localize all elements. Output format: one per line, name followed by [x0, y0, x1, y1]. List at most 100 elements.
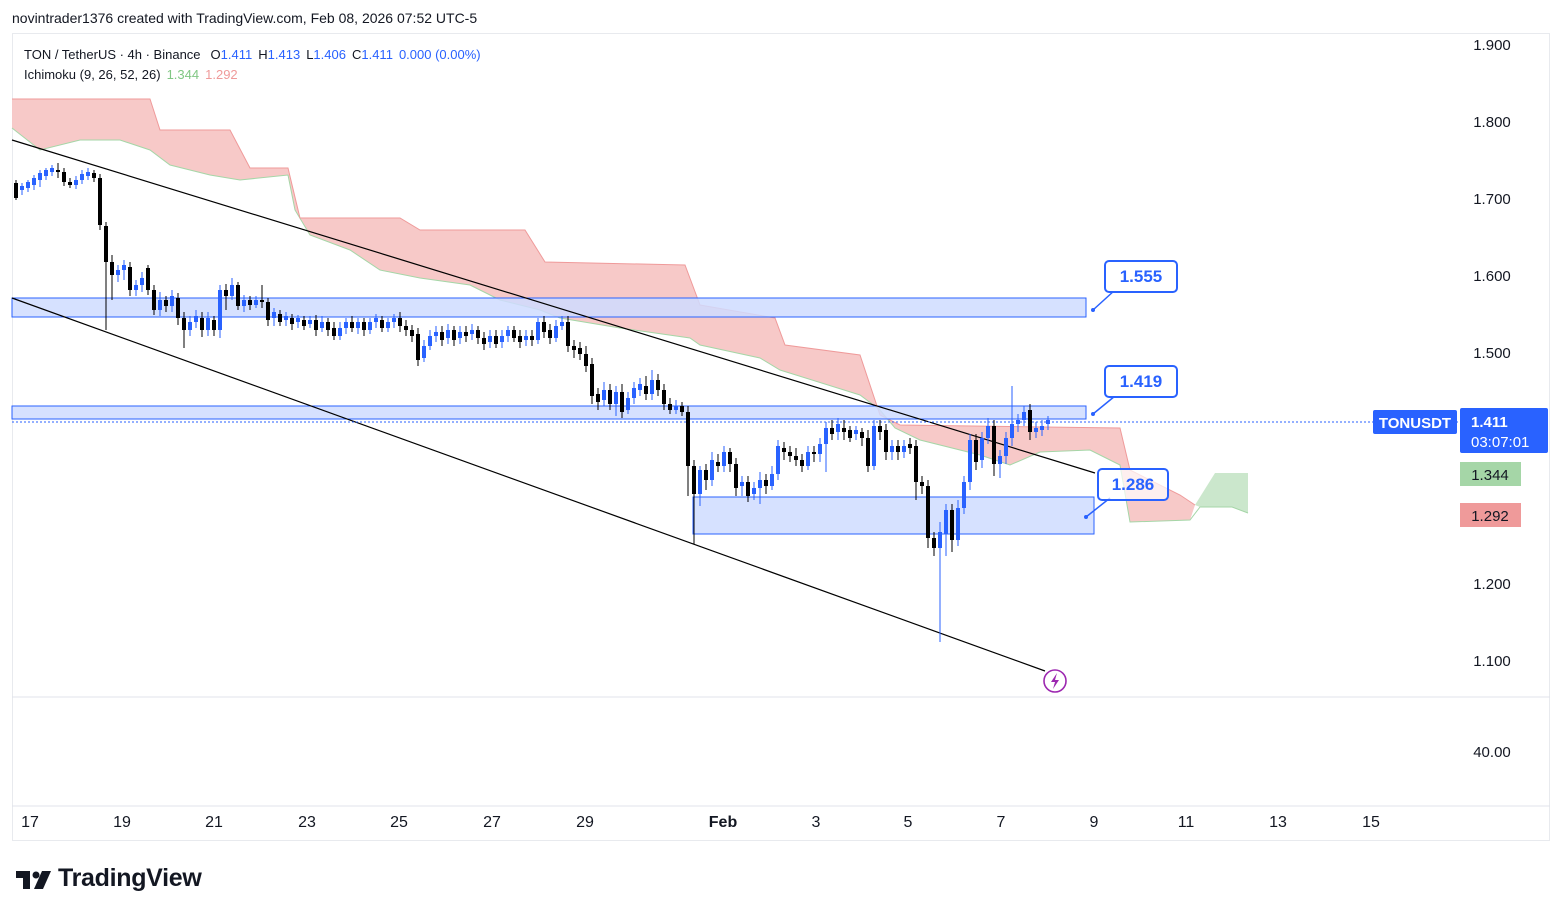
lightning-event-icon[interactable] [1043, 669, 1067, 693]
close-field: C1.411 [352, 45, 393, 65]
low-value: 1.406 [313, 47, 346, 62]
candle-body [50, 168, 54, 172]
candle-body [866, 438, 870, 466]
candle-body [212, 320, 216, 330]
callout-box [1104, 365, 1178, 398]
candle-body [326, 322, 330, 330]
candle-body [848, 430, 852, 438]
time-axis-label: 25 [390, 814, 408, 831]
candle-body [398, 318, 402, 326]
candle-body [704, 470, 708, 480]
time-axis-label: 15 [1362, 814, 1380, 831]
candle-body [554, 326, 558, 338]
lower-pane-axis-label: 40.00 [1473, 744, 1511, 761]
candle-body [626, 398, 630, 410]
candle-body [746, 482, 750, 496]
candle-body [884, 430, 888, 452]
time-axis-label: 17 [21, 814, 39, 831]
candle-body [962, 482, 966, 508]
candle-body [56, 170, 60, 172]
symbol-price-tag[interactable]: TONUSDT 1.411 03:07:01 [1373, 408, 1548, 453]
candle-body [500, 336, 504, 342]
candle-body [752, 488, 756, 494]
candle-body [536, 322, 540, 340]
close-label: C [351, 47, 362, 62]
candle-body [656, 380, 660, 390]
candle-body [644, 386, 648, 394]
candle-body [806, 452, 810, 466]
candle-body [302, 320, 306, 326]
candle-body [470, 330, 474, 334]
candle-body [524, 336, 528, 340]
open-field: O1.411 [211, 45, 253, 65]
candle-body [440, 332, 444, 340]
candle-body [428, 336, 432, 346]
candle-body [182, 318, 186, 330]
candle-body [680, 406, 684, 412]
chart-caption: novintrader1376 created with TradingView… [12, 10, 478, 26]
candle-body [548, 330, 552, 338]
candle-body [86, 172, 90, 176]
candle-body [878, 426, 882, 432]
candle-body [290, 318, 294, 324]
candle-body [764, 480, 768, 486]
price-tag-bg [1460, 408, 1548, 453]
candle-body [578, 348, 582, 354]
candle-body [38, 173, 42, 180]
candle-body [152, 290, 156, 310]
chart-frame [12, 33, 1550, 841]
open-label: O [210, 47, 221, 62]
candle-body [638, 384, 642, 390]
candle-body [728, 452, 732, 464]
zone-1286[interactable] [692, 496, 1095, 535]
cloud-tag-span-a: 1.344 [1460, 462, 1521, 486]
callout-label: 1.555 [1120, 267, 1163, 286]
candle-body [890, 446, 894, 452]
callout-anchor [1091, 308, 1095, 312]
candle-body [62, 172, 66, 182]
candle-body [908, 444, 912, 448]
high-field: H1.413 [258, 45, 300, 65]
candle-body [272, 312, 276, 318]
callout-1555[interactable]: 1.555 [1091, 260, 1178, 312]
candle-body [530, 336, 534, 340]
callout-1419[interactable]: 1.419 [1091, 365, 1178, 416]
zone-1419[interactable] [11, 405, 1087, 420]
candle-body [464, 332, 468, 336]
candle-body [686, 412, 690, 466]
candle-body [80, 174, 84, 180]
price-axis-label: 1.100 [1473, 653, 1511, 670]
candle-body [1010, 424, 1014, 438]
candle-body [788, 452, 792, 456]
callout-1286[interactable]: 1.286 [1084, 468, 1169, 519]
candle-body [242, 300, 246, 306]
indicator-name[interactable]: Ichimoku (9, 26, 52, 26) [24, 67, 161, 82]
trendline-upper[interactable] [11, 139, 1096, 474]
time-axis-label: 29 [576, 814, 594, 831]
candle-body [692, 466, 696, 494]
trendline-lower[interactable] [11, 297, 1046, 672]
candle-body [68, 182, 72, 185]
open-value: 1.411 [220, 47, 253, 62]
candle-body [668, 404, 672, 410]
symbol-description[interactable]: TON / TetherUS · 4h · Binance [24, 47, 201, 62]
candle-body [998, 456, 1002, 464]
candle-body [872, 426, 876, 466]
candle-body [1028, 410, 1032, 432]
tradingview-logo[interactable]: TradingView [16, 864, 202, 893]
candle-body [812, 452, 816, 454]
candle-body [836, 424, 840, 432]
candle-body [830, 428, 834, 434]
candle-body [824, 428, 828, 444]
price-tag-value: 1.411 [1471, 414, 1508, 431]
indicator-value-a: 1.344 [166, 67, 200, 82]
time-axis-label: 7 [997, 814, 1006, 831]
candle-body [368, 322, 372, 330]
candle-body [842, 428, 846, 432]
candle-body [44, 170, 48, 176]
candle-body [650, 380, 654, 394]
candle-body [14, 183, 18, 198]
time-axis-label: 21 [205, 814, 223, 831]
candle-body [236, 285, 240, 306]
